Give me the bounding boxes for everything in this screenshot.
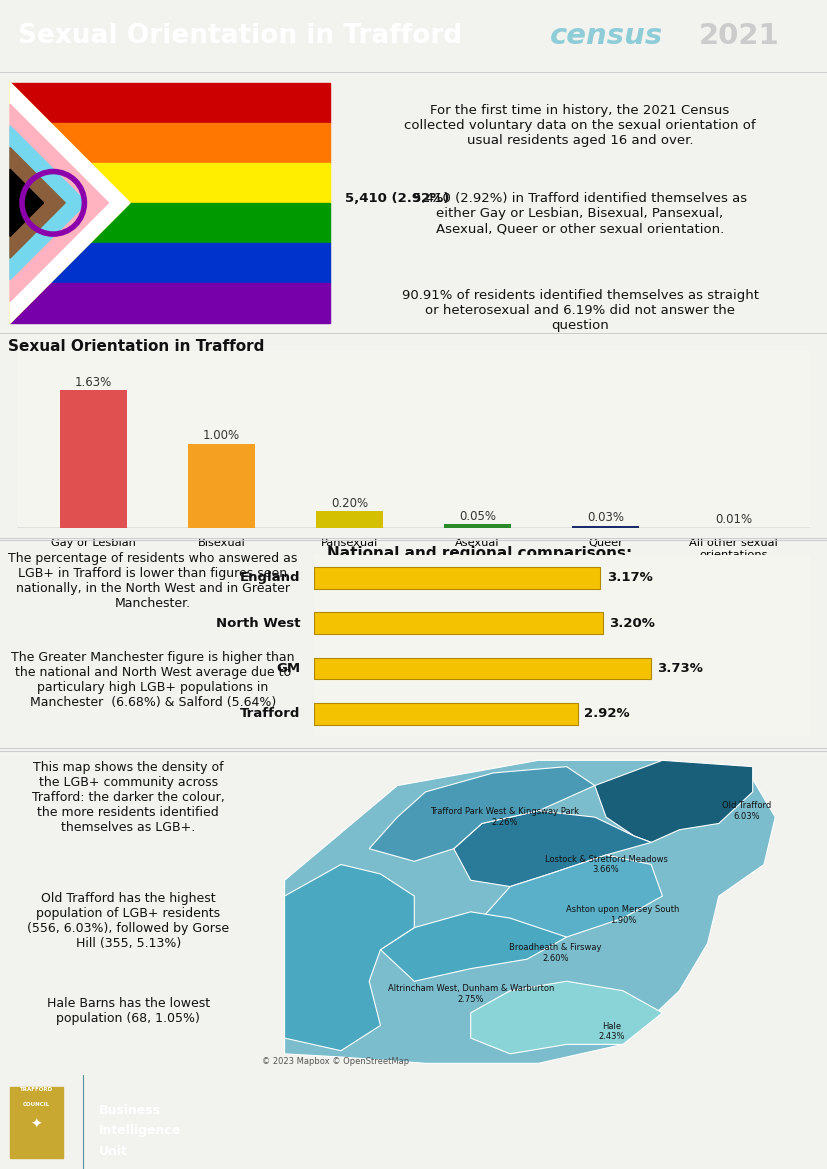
Polygon shape [454, 811, 651, 886]
Bar [444, 524, 511, 528]
Text: Business: Business [99, 1104, 161, 1116]
Text: The percentage of residents who answered as
LGB+ in Trafford is lower than figur: The percentage of residents who answered… [8, 553, 298, 610]
Text: Unit: Unit [99, 1144, 128, 1157]
Text: 1.63%: 1.63% [74, 376, 112, 389]
Text: 3.17%: 3.17% [606, 572, 653, 584]
Text: Sexual Orientation in Trafford: Sexual Orientation in Trafford [8, 339, 265, 354]
Polygon shape [10, 147, 65, 258]
Text: The Greater Manchester figure is higher than
the national and North West average: The Greater Manchester figure is higher … [12, 651, 294, 710]
Text: For the first time in history, the 2021 Census
collected voluntary data on the s: For the first time in history, the 2021 … [404, 104, 756, 147]
Polygon shape [482, 855, 662, 949]
Text: COUNCIL: COUNCIL [23, 1101, 50, 1107]
Polygon shape [10, 83, 130, 323]
Text: 2021: 2021 [699, 22, 780, 50]
Text: England: England [240, 572, 301, 584]
Text: Broadheath & Firsway
2.60%: Broadheath & Firsway 2.60% [509, 943, 601, 962]
Bar [10, 83, 330, 123]
Bar [316, 512, 383, 528]
Text: This map shows the density of
the LGB+ community across
Trafford: the darker the: This map shows the density of the LGB+ c… [31, 761, 225, 835]
Text: Altrincham West, Dunham & Warburton
2.75%: Altrincham West, Dunham & Warburton 2.75… [388, 984, 554, 1003]
Bar [188, 444, 255, 528]
Text: Intelligence: Intelligence [99, 1125, 181, 1137]
Text: 0.03%: 0.03% [587, 511, 624, 525]
Polygon shape [10, 83, 130, 323]
Text: Hale Barns has the lowest
population (68, 1.05%): Hale Barns has the lowest population (68… [46, 997, 210, 1025]
Bar [314, 658, 651, 679]
Text: Hale
2.43%: Hale 2.43% [599, 1022, 625, 1042]
Polygon shape [471, 981, 662, 1054]
Text: 5,410 (2.92%) in Trafford identified themselves as
either Gay or Lesbian, Bisexu: 5,410 (2.92%) in Trafford identified the… [413, 193, 747, 235]
Text: Trafford Park West & Kingsway Park
2.26%: Trafford Park West & Kingsway Park 2.26% [430, 808, 579, 826]
Text: Lostock & Stretford Meadows
3.66%: Lostock & Stretford Meadows 3.66% [545, 855, 667, 874]
Polygon shape [369, 767, 595, 862]
Text: TRAFFORD: TRAFFORD [20, 1087, 53, 1092]
Bar [314, 613, 603, 634]
Text: Ashton upon Mersey South
1.90%: Ashton upon Mersey South 1.90% [566, 905, 680, 925]
Polygon shape [284, 760, 775, 1064]
Polygon shape [380, 912, 566, 981]
Text: Trafford: Trafford [241, 707, 301, 720]
Bar [314, 567, 600, 589]
Text: National and regional comparisons:: National and regional comparisons: [327, 546, 632, 561]
Text: census: census [550, 22, 663, 50]
Text: 0.05%: 0.05% [459, 510, 496, 523]
Text: 0.01%: 0.01% [715, 513, 753, 526]
Polygon shape [10, 126, 87, 279]
Text: 1.00%: 1.00% [203, 429, 240, 442]
Bar [572, 526, 639, 528]
Bar [10, 162, 330, 203]
Text: GM: GM [276, 662, 301, 675]
Text: 2.92%: 2.92% [584, 707, 629, 720]
Text: 5,410 (2.92%): 5,410 (2.92%) [345, 193, 449, 206]
Text: ✦: ✦ [31, 1118, 42, 1132]
Text: © 2023 Mapbox © OpenStreetMap: © 2023 Mapbox © OpenStreetMap [262, 1058, 409, 1066]
Text: North West: North West [216, 617, 301, 630]
Bar [314, 703, 578, 725]
Bar [10, 203, 330, 243]
Text: Sexual Orientation in Trafford: Sexual Orientation in Trafford [18, 23, 462, 49]
Text: 3.20%: 3.20% [609, 617, 655, 630]
Bar [10, 243, 330, 283]
Text: 0.20%: 0.20% [331, 497, 368, 510]
Polygon shape [10, 104, 108, 302]
Bar [11, 1087, 63, 1157]
Polygon shape [595, 760, 753, 843]
Bar [10, 123, 330, 162]
Text: Old Trafford
6.03%: Old Trafford 6.03% [723, 801, 772, 821]
Bar [60, 390, 127, 528]
Polygon shape [10, 170, 44, 236]
Text: 90.91% of residents identified themselves as straight
or heterosexual and 6.19% : 90.91% of residents identified themselve… [401, 289, 758, 332]
Text: Old Trafford has the highest
population of LGB+ residents
(556, 6.03%), followed: Old Trafford has the highest population … [27, 892, 229, 950]
Polygon shape [284, 865, 414, 1051]
Bar [10, 283, 330, 323]
Text: 3.73%: 3.73% [657, 662, 703, 675]
